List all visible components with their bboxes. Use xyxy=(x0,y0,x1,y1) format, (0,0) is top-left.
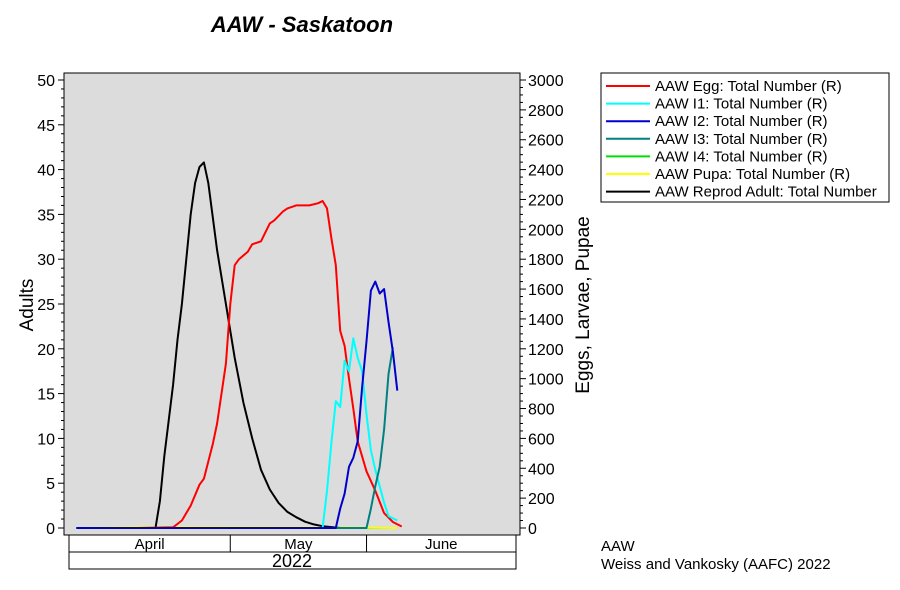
month-label: June xyxy=(425,536,458,553)
left-tick-label: 50 xyxy=(37,73,55,90)
legend-label-i1: AAW I1: Total Number (R) xyxy=(655,96,828,113)
right-tick-label: 2800 xyxy=(528,103,564,120)
right-tick-label: 2400 xyxy=(528,163,564,180)
series-line-i2 xyxy=(76,280,399,529)
legend: AAW Egg: Total Number (R)AAW I1: Total N… xyxy=(606,78,877,201)
legend-label-egg: AAW Egg: Total Number (R) xyxy=(655,78,842,95)
right-tick-label: 1800 xyxy=(528,252,564,269)
legend-label-pupa: AAW Pupa: Total Number (R) xyxy=(655,166,850,183)
left-axis-title: Adults xyxy=(17,279,38,332)
left-tick-label: 30 xyxy=(37,252,55,269)
right-tick-label: 1000 xyxy=(528,372,564,389)
left-tick-label: 10 xyxy=(37,431,55,448)
right-tick-label: 1200 xyxy=(528,342,564,359)
footer-line-1: AAW xyxy=(601,538,635,555)
left-tick-label: 20 xyxy=(37,342,55,359)
legend-label-i2: AAW I2: Total Number (R) xyxy=(655,113,828,130)
plot-area xyxy=(63,72,521,536)
footer-line-2: Weiss and Vankosky (AAFC) 2022 xyxy=(601,556,831,573)
right-axis-title: Eggs, Larvae, Pupae xyxy=(573,216,594,393)
legend-label-i3: AAW I3: Total Number (R) xyxy=(655,131,828,148)
left-tick-label: 40 xyxy=(37,163,55,180)
series-lines xyxy=(76,161,403,529)
right-tick-label: 1400 xyxy=(528,312,564,329)
legend-label-i4: AAW I4: Total Number (R) xyxy=(655,148,828,165)
chart-title: AAW - Saskatoon xyxy=(210,12,393,37)
legend-box xyxy=(600,72,890,203)
right-tick-label: 2200 xyxy=(528,192,564,209)
legend-label-adult: AAW Reprod Adult: Total Number xyxy=(655,184,877,201)
month-label: April xyxy=(135,536,165,553)
month-label: May xyxy=(284,536,313,553)
left-tick-label: 0 xyxy=(46,521,55,538)
series-line-egg xyxy=(76,200,403,529)
right-tick-label: 2000 xyxy=(528,222,564,239)
right-tick-label: 0 xyxy=(528,521,537,538)
series-line-adult xyxy=(76,161,341,529)
right-tick-label: 400 xyxy=(528,461,555,478)
right-y-axis: 0 200 400 600 800 1000 1200 1400 1600 1800 2000 220… xyxy=(520,73,564,538)
left-y-axis: 0 5 10 15 20 25 30 35 40 45 50 xyxy=(37,73,64,538)
left-tick-label: 15 xyxy=(37,387,55,404)
right-tick-label: 3000 xyxy=(528,73,564,90)
left-tick-label: 45 xyxy=(37,118,55,135)
left-tick-label: 35 xyxy=(37,207,55,224)
right-tick-label: 200 xyxy=(528,491,555,508)
right-tick-label: 2600 xyxy=(528,133,564,150)
right-tick-label: 600 xyxy=(528,431,555,448)
left-tick-label: 25 xyxy=(37,297,55,314)
year-label: 2022 xyxy=(272,551,312,571)
right-tick-label: 800 xyxy=(528,402,555,419)
right-tick-label: 1600 xyxy=(528,282,564,299)
series-line-i1 xyxy=(76,337,398,529)
series-line-i3 xyxy=(76,347,394,529)
month-labels: April May June xyxy=(135,535,458,553)
left-tick-label: 5 xyxy=(46,476,55,493)
year-band xyxy=(68,551,517,570)
